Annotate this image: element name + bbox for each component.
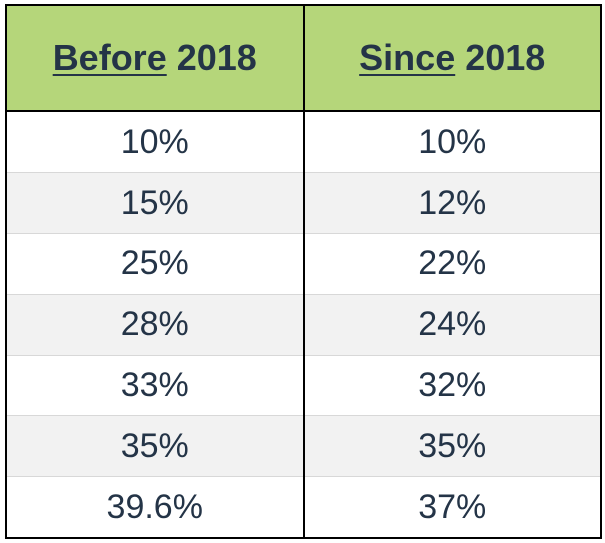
- cell-since: 35%: [303, 415, 600, 478]
- rates-table: Before 2018 Since 2018 10% 10% 15% 12% 2…: [7, 6, 600, 537]
- cell-before: 35%: [7, 415, 305, 478]
- cell-before: 25%: [7, 233, 305, 295]
- table-row: 39.6% 37%: [7, 476, 600, 537]
- cell-since: 22%: [303, 233, 600, 295]
- header-since-year: 2018: [455, 37, 546, 78]
- cell-since: 24%: [303, 294, 600, 356]
- header-before-year: 2018: [166, 37, 257, 78]
- table-row: 15% 12%: [7, 172, 600, 234]
- cell-before: 39.6%: [7, 476, 305, 537]
- table-row: 33% 32%: [7, 355, 600, 417]
- header-before-2018: Before 2018: [7, 6, 305, 112]
- header-before-label: Before: [52, 37, 167, 78]
- cell-since: 12%: [303, 172, 600, 234]
- table-row: 25% 22%: [7, 233, 600, 295]
- cell-before: 10%: [7, 111, 305, 174]
- header-since-2018: Since 2018: [303, 6, 600, 112]
- cell-before: 28%: [7, 294, 305, 356]
- header-row: Before 2018 Since 2018: [7, 6, 600, 112]
- table-row: 10% 10%: [7, 111, 600, 174]
- comparison-table: Before 2018 Since 2018 10% 10% 15% 12% 2…: [5, 4, 602, 539]
- table-row: 35% 35%: [7, 415, 600, 478]
- cell-before: 33%: [7, 355, 305, 417]
- cell-since: 10%: [303, 111, 600, 174]
- cell-since: 37%: [418, 487, 487, 526]
- table-row: 28% 24%: [7, 294, 600, 356]
- header-since-label: Since: [359, 37, 456, 78]
- cell-since: 32%: [303, 355, 600, 417]
- cell-before: 15%: [7, 172, 305, 234]
